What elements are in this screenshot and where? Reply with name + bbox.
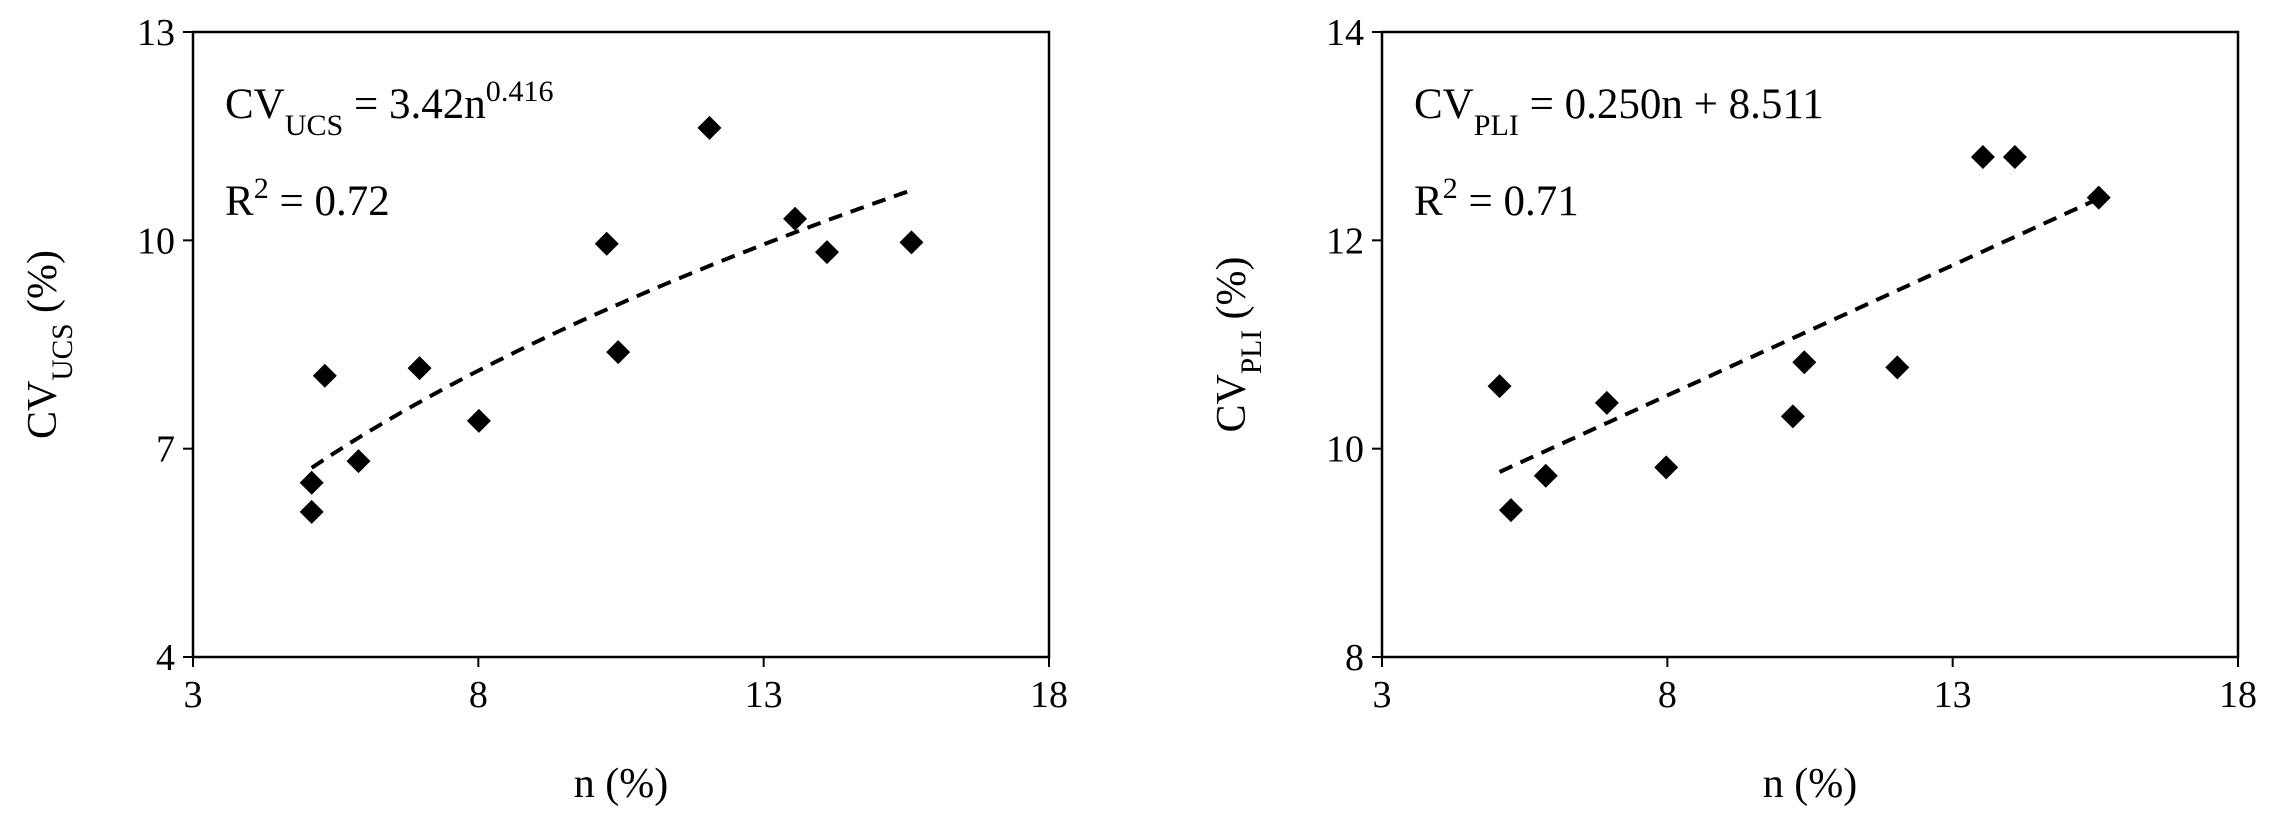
r-squared-part: 2	[1443, 171, 1458, 205]
data-point	[815, 240, 840, 265]
y-axis-title-part: (%)	[1209, 257, 1255, 330]
r-squared-part: = 0.71	[1458, 178, 1579, 225]
trendline	[1498, 196, 2100, 474]
y-axis-title: CVPLI (%)	[1209, 257, 1268, 433]
data-point	[312, 363, 337, 388]
data-point	[1487, 374, 1512, 399]
data-point	[1533, 463, 1558, 488]
data-point	[1780, 404, 1805, 429]
x-tick-label: 13	[745, 674, 783, 716]
equation-part: = 0.250n + 8.511	[1519, 81, 1824, 128]
x-axis-title: n (%)	[574, 761, 668, 807]
r-squared-part: R	[225, 178, 254, 225]
r-squared: R2 = 0.71	[1414, 171, 1579, 225]
x-tick-label: 8	[1658, 674, 1677, 716]
y-axis-title-part: (%)	[20, 250, 66, 323]
equation: CVPLI = 0.250n + 8.511	[1414, 81, 1824, 142]
data-point	[606, 340, 631, 365]
x-tick-label: 3	[184, 674, 203, 716]
y-tick-label: 7	[156, 429, 175, 471]
y-tick-label: 14	[1326, 12, 1364, 54]
equation-part: UCS	[285, 108, 344, 142]
equation: CVUCS = 3.42n0.416	[225, 74, 554, 142]
y-tick-label: 10	[137, 220, 175, 262]
equation-part: PLI	[1474, 108, 1519, 142]
equation-part: 0.416	[486, 74, 554, 108]
data-point	[1498, 498, 1523, 523]
trendline	[310, 188, 913, 470]
r-squared-part: 2	[254, 171, 269, 205]
data-point	[2086, 185, 2111, 210]
data-point	[346, 449, 371, 474]
data-point	[407, 356, 432, 381]
y-axis-title-part: UCS	[47, 323, 79, 380]
x-axis-title: n (%)	[1763, 761, 1857, 807]
equation-part: CV	[1414, 81, 1474, 128]
data-point	[1970, 145, 1995, 169]
y-axis-title-part: PLI	[1236, 330, 1268, 374]
plot-frame	[191, 30, 1051, 659]
r-squared-part: R	[1414, 178, 1443, 225]
data-point	[1792, 350, 1817, 375]
equation-part: CV	[225, 81, 285, 128]
x-tick-label: 18	[2219, 674, 2257, 716]
y-tick-label: 10	[1326, 429, 1364, 471]
r-squared: R2 = 0.72	[225, 171, 390, 225]
data-point	[299, 470, 324, 495]
data-point	[594, 231, 619, 256]
data-point	[697, 115, 722, 140]
data-point	[899, 230, 924, 255]
data-point	[299, 499, 324, 524]
r-squared-part: = 0.72	[269, 178, 390, 225]
y-axis-title-part: CV	[1209, 374, 1255, 432]
y-tick-label: 13	[137, 12, 175, 54]
y-tick-label: 12	[1326, 220, 1364, 262]
data-point	[2002, 145, 2027, 169]
y-axis-title-part: CV	[20, 381, 66, 439]
data-point	[1885, 355, 1910, 380]
plot-frame	[1380, 30, 2240, 659]
x-tick-label: 18	[1030, 674, 1068, 716]
y-tick-label: 8	[1345, 637, 1364, 679]
x-tick-label: 8	[469, 674, 488, 716]
x-tick-label: 13	[1934, 674, 1972, 716]
equation-part: = 3.42n	[343, 81, 486, 128]
data-point	[783, 206, 808, 231]
data-point	[1654, 455, 1679, 480]
y-tick-label: 4	[156, 637, 175, 679]
x-tick-label: 3	[1373, 674, 1392, 716]
y-axis-title: CVUCS (%)	[20, 250, 79, 439]
data-point	[466, 408, 491, 433]
data-point	[1594, 390, 1619, 415]
